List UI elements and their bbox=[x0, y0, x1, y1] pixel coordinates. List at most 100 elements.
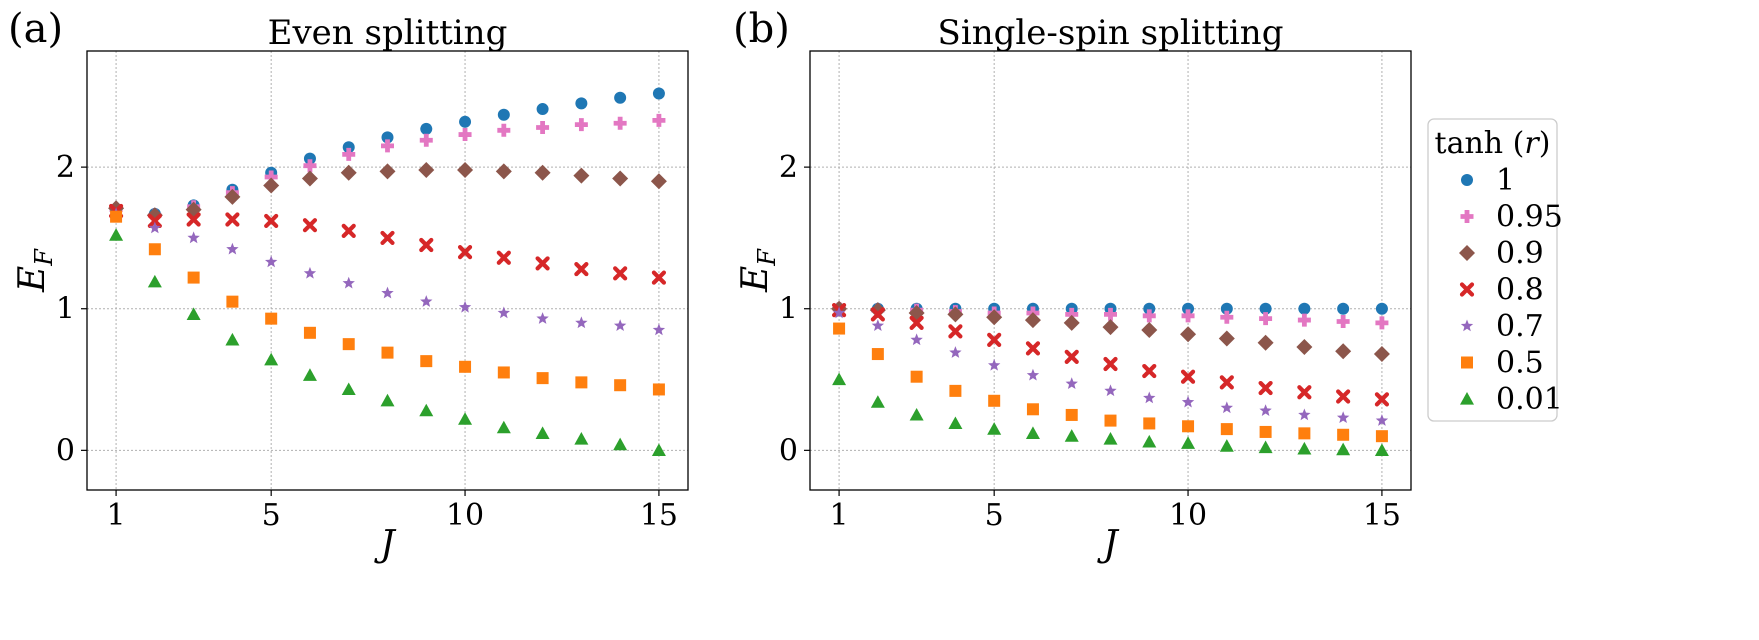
data-point bbox=[419, 237, 434, 253]
series-0.7 bbox=[832, 306, 1389, 426]
data-point bbox=[1142, 363, 1157, 379]
data-point bbox=[1336, 411, 1350, 424]
data-point bbox=[341, 382, 356, 396]
legend-entry-0.95: 0.95 bbox=[1460, 200, 1563, 235]
data-point bbox=[1182, 302, 1195, 315]
data-point bbox=[1375, 316, 1389, 330]
data-point bbox=[1180, 369, 1196, 384]
data-point bbox=[457, 244, 473, 260]
data-point bbox=[264, 213, 279, 229]
data-point bbox=[380, 230, 395, 246]
data-point bbox=[1142, 434, 1157, 448]
data-point bbox=[225, 332, 240, 346]
data-point bbox=[340, 164, 357, 181]
data-point bbox=[1104, 414, 1117, 427]
data-point bbox=[1375, 302, 1388, 315]
data-point bbox=[870, 307, 885, 322]
data-point bbox=[1220, 310, 1234, 324]
legend-entry-0.01: 0.01 bbox=[1460, 382, 1563, 417]
data-point bbox=[910, 333, 923, 346]
data-point bbox=[1298, 302, 1311, 315]
data-point bbox=[263, 177, 280, 194]
data-point bbox=[1259, 312, 1273, 326]
data-point bbox=[418, 161, 435, 178]
x-tick-label: 1 bbox=[830, 498, 849, 533]
data-point bbox=[342, 147, 356, 161]
data-point bbox=[652, 383, 665, 396]
data-point bbox=[1337, 428, 1350, 441]
series-0.8 bbox=[108, 203, 667, 285]
data-point bbox=[1220, 423, 1233, 436]
data-point bbox=[1025, 341, 1041, 356]
data-point bbox=[1298, 427, 1311, 440]
data-point bbox=[652, 323, 666, 336]
data-point bbox=[1259, 404, 1272, 416]
x-axis-label: J bbox=[1096, 524, 1120, 565]
data-point bbox=[574, 261, 589, 277]
legend-box bbox=[1427, 118, 1558, 422]
data-point bbox=[265, 255, 278, 268]
y-tick-label: 2 bbox=[56, 150, 75, 185]
data-point bbox=[651, 443, 666, 456]
y-tick-label: 1 bbox=[56, 292, 75, 327]
data-point bbox=[224, 188, 241, 205]
legend-marker bbox=[1461, 356, 1473, 369]
data-point bbox=[342, 338, 355, 351]
legend-entry-0.7: 0.7 bbox=[1460, 309, 1544, 344]
data-point bbox=[342, 276, 355, 289]
data-point bbox=[380, 393, 395, 407]
data-point bbox=[1296, 338, 1313, 355]
data-point bbox=[1143, 417, 1156, 430]
x-tick-label: 10 bbox=[1169, 498, 1207, 533]
plot-frame bbox=[86, 50, 689, 491]
data-point bbox=[225, 212, 240, 227]
data-point bbox=[535, 426, 550, 439]
data-point bbox=[1104, 384, 1117, 397]
data-point bbox=[186, 212, 201, 227]
legend-label: 0.5 bbox=[1496, 346, 1544, 381]
data-point bbox=[226, 242, 239, 255]
data-point bbox=[1336, 442, 1351, 456]
data-point bbox=[1143, 302, 1156, 315]
data-point bbox=[1141, 321, 1158, 338]
data-point bbox=[575, 97, 588, 110]
data-point bbox=[147, 213, 162, 229]
data-point bbox=[1336, 389, 1351, 404]
data-point bbox=[986, 309, 1003, 326]
data-point bbox=[1258, 440, 1273, 454]
data-point bbox=[987, 332, 1002, 347]
x-tick-label: 5 bbox=[985, 498, 1004, 533]
x-axis-label: J bbox=[373, 524, 397, 565]
legend-marker bbox=[1461, 174, 1473, 186]
data-point bbox=[1024, 312, 1041, 329]
data-point bbox=[832, 306, 846, 319]
data-point bbox=[496, 250, 511, 265]
data-point bbox=[1103, 432, 1118, 445]
data-point bbox=[381, 346, 394, 359]
series-0.01 bbox=[109, 228, 666, 456]
data-point bbox=[381, 131, 394, 144]
x-tick-label: 15 bbox=[640, 498, 678, 533]
legend-marker bbox=[1459, 282, 1475, 297]
data-point bbox=[1065, 377, 1078, 390]
y-tick-label: 1 bbox=[779, 292, 798, 327]
x-tick-label: 5 bbox=[262, 498, 281, 533]
data-point bbox=[1065, 408, 1078, 421]
data-point bbox=[147, 274, 162, 288]
data-point bbox=[573, 167, 590, 184]
data-point bbox=[833, 322, 846, 335]
data-point bbox=[1257, 334, 1274, 351]
data-point bbox=[497, 108, 510, 121]
data-point bbox=[187, 231, 200, 244]
legend-entry-0.8: 0.8 bbox=[1459, 273, 1544, 308]
data-point bbox=[536, 103, 549, 116]
data-point bbox=[832, 372, 847, 386]
data-point bbox=[1375, 430, 1388, 443]
data-point bbox=[871, 319, 885, 331]
data-point bbox=[1375, 414, 1389, 426]
series-0.9 bbox=[108, 161, 667, 224]
data-point bbox=[1220, 302, 1233, 315]
data-point bbox=[869, 302, 886, 319]
data-point bbox=[497, 123, 511, 137]
